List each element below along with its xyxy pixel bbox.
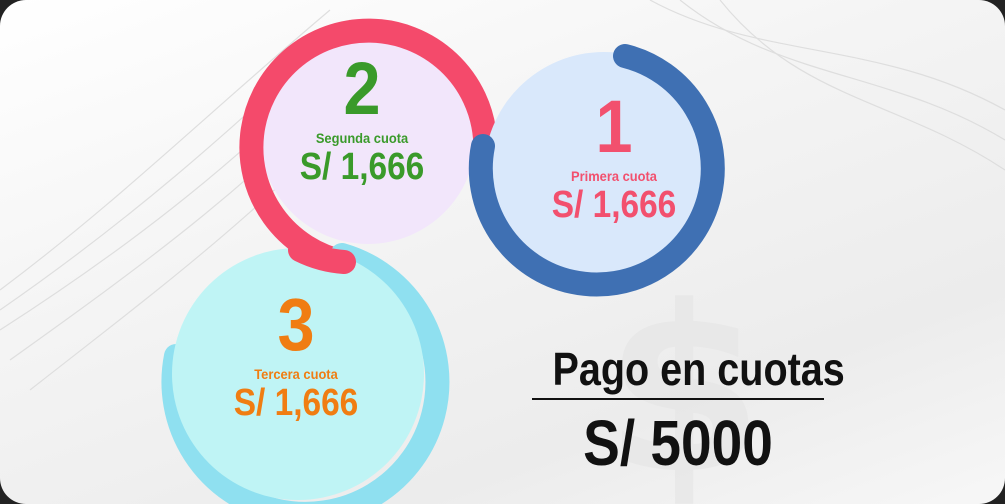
dollar-sign-icon: $ [604,258,764,504]
quota-first-label: Primera cuota [571,168,657,184]
quota-second-amount: S/ 1,666 [299,146,425,188]
quota-circle-2-ring-end [288,238,356,274]
quota-first: 1 Primera cuota S/ 1,666 [543,85,685,227]
quota-circle-1-fill [484,52,724,292]
quota-first-amount: S/ 1,666 [551,184,677,226]
quota-circle-1-ring [468,44,725,297]
quota-third: 3 Tercera cuota S/ 1,666 [225,283,367,425]
quota-circle-2-ring [239,18,497,274]
summary-total: S/ 5000 [583,407,773,479]
summary-title: Pago en cuotas [552,343,845,395]
quota-circle-2-fill [260,28,476,244]
quota-third-number: 3 [277,283,315,366]
svg-text:$: $ [604,258,764,504]
quota-circle-3-fill [172,248,424,500]
quota-second-label: Segunda cuota [315,130,409,146]
payment-summary: Pago en cuotas S/ 5000 [532,343,845,479]
quota-third-amount: S/ 1,666 [233,382,359,424]
quota-third-label: Tercera cuota [254,366,338,382]
quota-first-number: 1 [595,85,633,168]
quota-second-number: 2 [343,47,381,130]
quota-circle-3-ring [161,243,450,504]
quota-second: 2 Segunda cuota S/ 1,666 [291,47,433,189]
summary-divider [532,398,824,400]
